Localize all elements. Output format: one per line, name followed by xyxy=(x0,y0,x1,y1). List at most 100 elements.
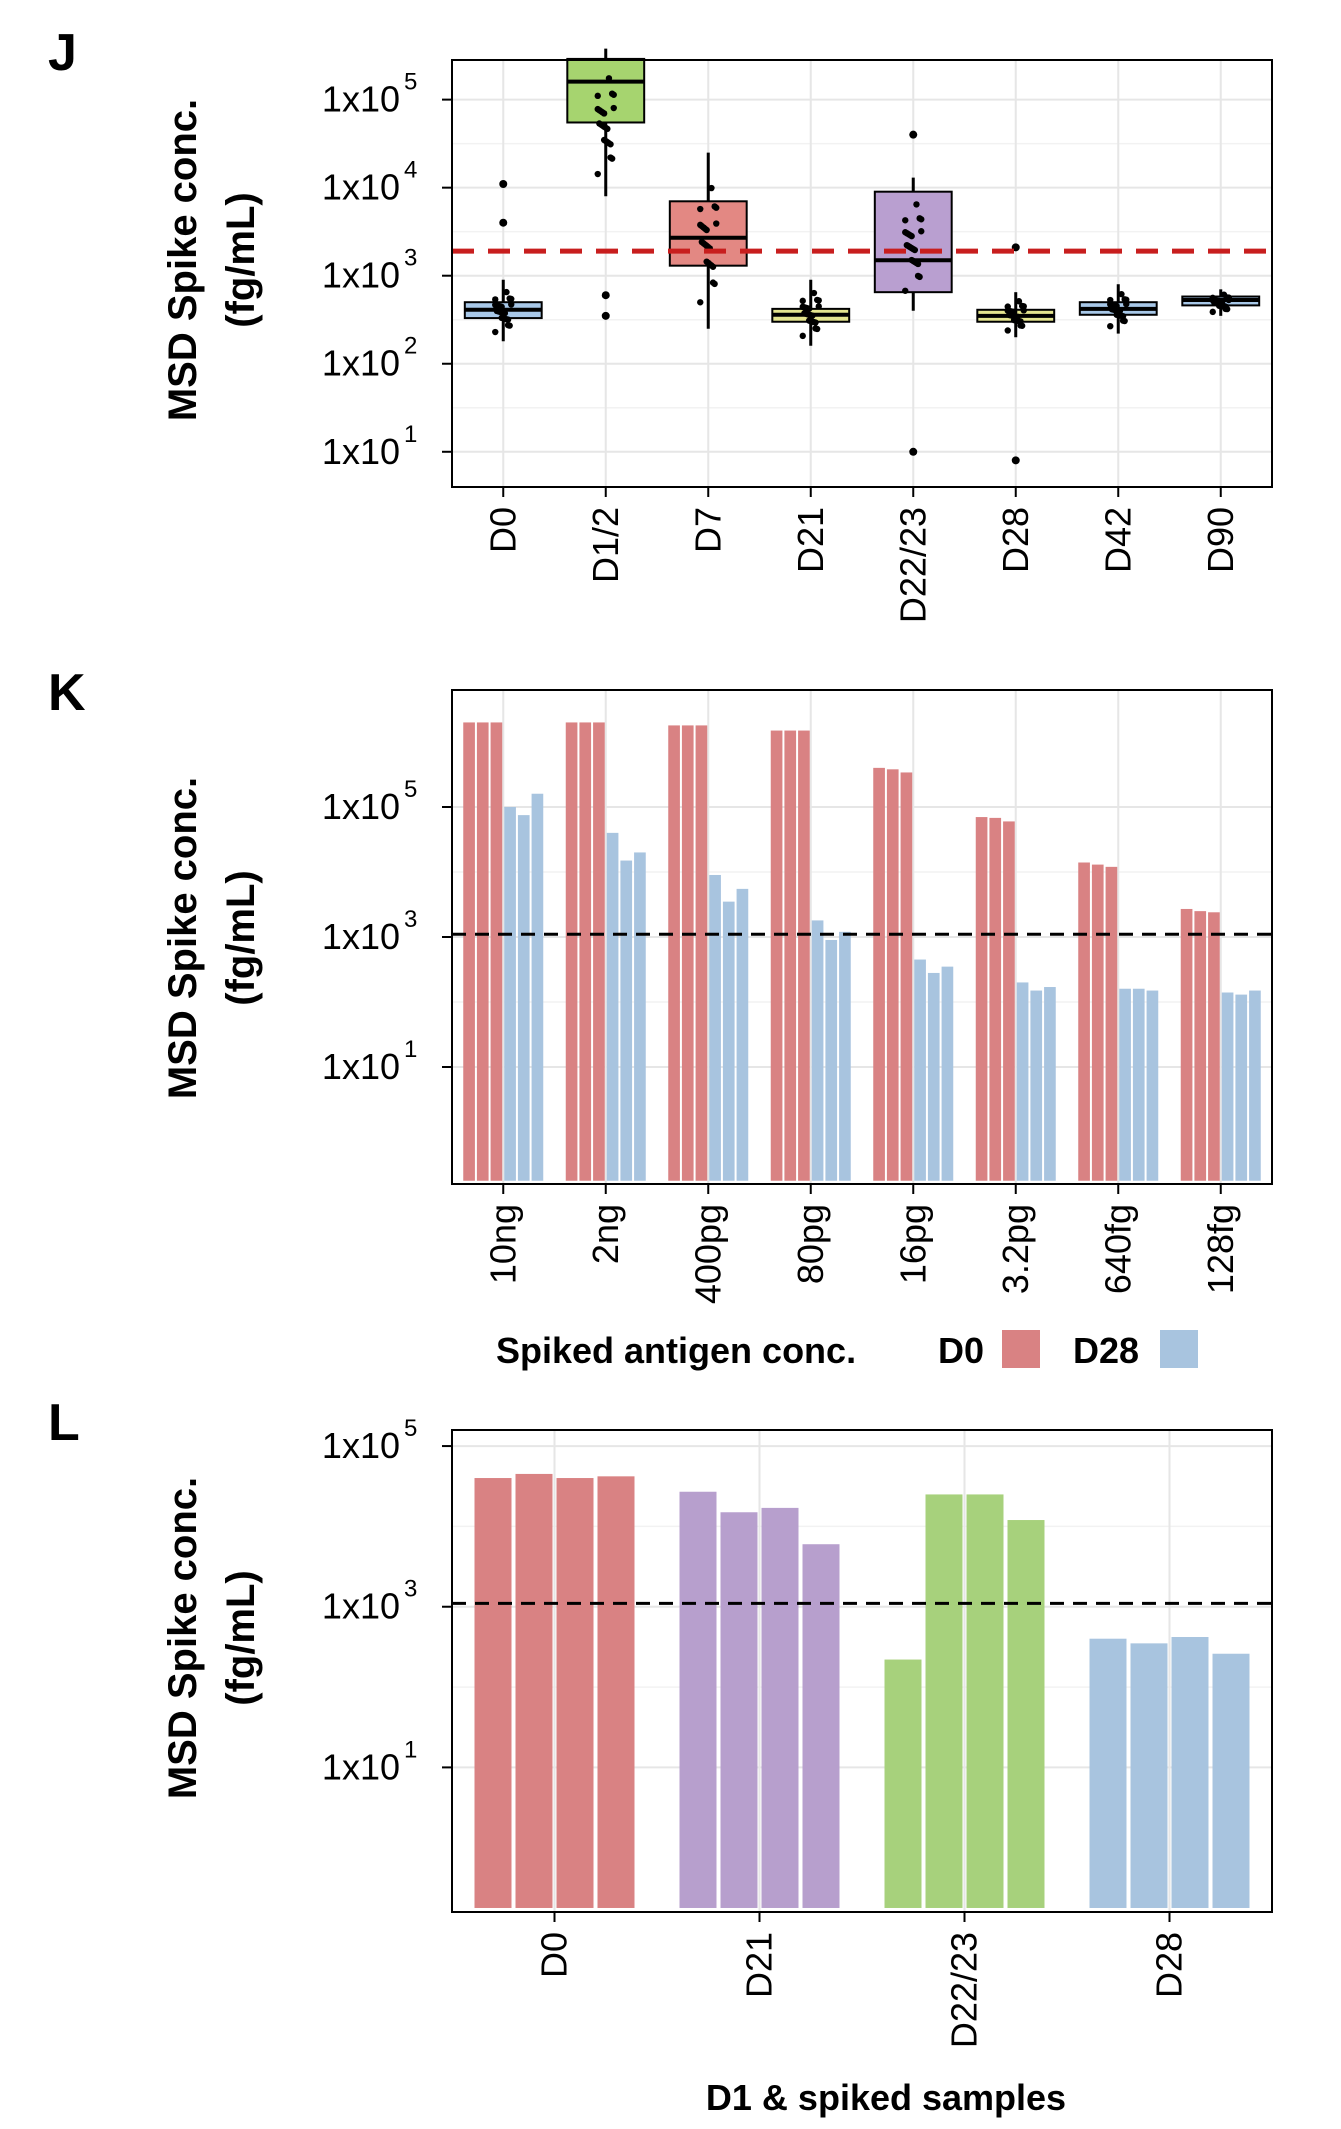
x-tick-label: 80pg xyxy=(790,1204,831,1284)
data-point xyxy=(902,217,909,224)
data-point xyxy=(799,297,806,305)
bar-d28 xyxy=(811,920,824,1181)
bar-d28 xyxy=(1132,988,1145,1181)
data-point xyxy=(1209,294,1216,302)
y-tick-exponent: 5 xyxy=(404,1415,417,1442)
bar-d22-23 xyxy=(1007,1520,1045,1908)
x-tick-label: 400pg xyxy=(687,1204,728,1304)
legend-label-d28: D28 xyxy=(1073,1330,1139,1371)
y-tick-exponent: 4 xyxy=(404,157,417,184)
y-tick-exponent: 3 xyxy=(404,245,417,272)
x-ticks: D0 D21 D22/23 D28 xyxy=(534,1912,1190,2048)
bar-d28 xyxy=(606,832,619,1181)
y-tick-exponent: 1 xyxy=(404,1036,417,1063)
bar-d28 xyxy=(941,966,954,1181)
data-point xyxy=(1118,290,1125,298)
bar-d22-23 xyxy=(925,1494,963,1908)
plot-marks xyxy=(452,722,1272,1181)
data-point xyxy=(610,104,617,112)
bar-d0 xyxy=(579,722,592,1181)
data-point xyxy=(1020,303,1027,310)
data-point xyxy=(508,295,515,303)
plot-frame xyxy=(451,689,1273,1185)
x-tick-label: 2ng xyxy=(585,1204,626,1264)
x-tick-label: D0 xyxy=(534,1932,575,1978)
outlier-point xyxy=(909,130,918,139)
data-point xyxy=(604,125,611,133)
x-axis-label: Spiked antigen conc. xyxy=(496,1330,856,1371)
bar-d28 xyxy=(1235,994,1248,1181)
outlier-point xyxy=(601,291,610,300)
x-ticks: 10ng 2ng 400pg 80pg 16pg 3.2pg 640fg 128fg xyxy=(482,1184,1241,1304)
plot-frame xyxy=(451,1429,1273,1913)
y-tick-label: 1x10 xyxy=(322,343,400,384)
bar-d28 xyxy=(1146,990,1159,1181)
data-point xyxy=(1014,313,1021,320)
bar-d0 xyxy=(798,730,810,1181)
data-point xyxy=(492,296,499,303)
bar-d0 xyxy=(1078,862,1090,1181)
y-tick-label: 1x10 xyxy=(322,167,400,208)
y-axis-label: MSD Spike conc. xyxy=(161,99,205,421)
data-point xyxy=(708,184,715,192)
y-tick-label: 1x10 xyxy=(322,1746,400,1787)
bar-d0 xyxy=(1105,866,1118,1181)
bar-d28 xyxy=(620,860,633,1181)
bar-d0 xyxy=(565,722,578,1181)
bar-d0 xyxy=(784,730,797,1181)
data-point xyxy=(908,232,915,240)
data-point xyxy=(914,260,922,268)
bar-d28 xyxy=(1089,1638,1127,1908)
data-point xyxy=(805,305,813,312)
legend-label-d0: D0 xyxy=(938,1330,984,1371)
y-axis-unit: (fg/mL) xyxy=(219,1570,263,1706)
data-point xyxy=(605,75,613,82)
x-axis-label: D1 & spiked samples xyxy=(706,2077,1066,2118)
data-point xyxy=(607,141,614,148)
grid xyxy=(452,60,1272,487)
data-point xyxy=(813,325,821,333)
data-point xyxy=(610,91,617,98)
x-tick-label: D42 xyxy=(1097,507,1138,573)
data-point xyxy=(594,170,601,178)
legend-swatch-d28 xyxy=(1160,1330,1198,1368)
outlier-point xyxy=(1011,456,1020,465)
bar-d0 xyxy=(1208,912,1220,1181)
data-point xyxy=(1220,291,1228,298)
data-point xyxy=(504,316,512,323)
bar-d0 xyxy=(975,817,988,1181)
bar-d28 xyxy=(914,959,926,1181)
bar-d28 xyxy=(927,972,940,1181)
data-point xyxy=(697,205,704,213)
bar-d28 xyxy=(1171,1636,1209,1908)
y-tick-exponent: 1 xyxy=(404,1736,417,1763)
bar-d28 xyxy=(1016,982,1029,1181)
data-point xyxy=(492,328,499,336)
x-tick-label: D0 xyxy=(482,507,523,553)
data-point xyxy=(713,220,720,227)
bar-d0 xyxy=(989,817,1002,1181)
data-point xyxy=(608,155,616,162)
bar-d28 xyxy=(1044,987,1056,1181)
y-tick-exponent: 3 xyxy=(404,1576,417,1603)
bar-d0 xyxy=(668,725,680,1181)
bar-d0 xyxy=(593,722,605,1181)
bar-d0 xyxy=(597,1476,635,1908)
data-point xyxy=(1225,294,1232,301)
data-point xyxy=(506,322,513,329)
data-point xyxy=(1209,308,1216,316)
y-axis-unit: (fg/mL) xyxy=(219,192,263,328)
bar-d0 xyxy=(770,730,783,1181)
x-tick-label: 128fg xyxy=(1200,1204,1241,1294)
bar-d0 xyxy=(476,722,489,1181)
y-tick-label: 1x10 xyxy=(322,1046,400,1087)
data-point xyxy=(600,110,608,117)
x-tick-label: D21 xyxy=(739,1932,780,1998)
data-point xyxy=(1015,298,1023,305)
data-point xyxy=(812,319,819,326)
bar-d22-23 xyxy=(966,1494,1004,1908)
